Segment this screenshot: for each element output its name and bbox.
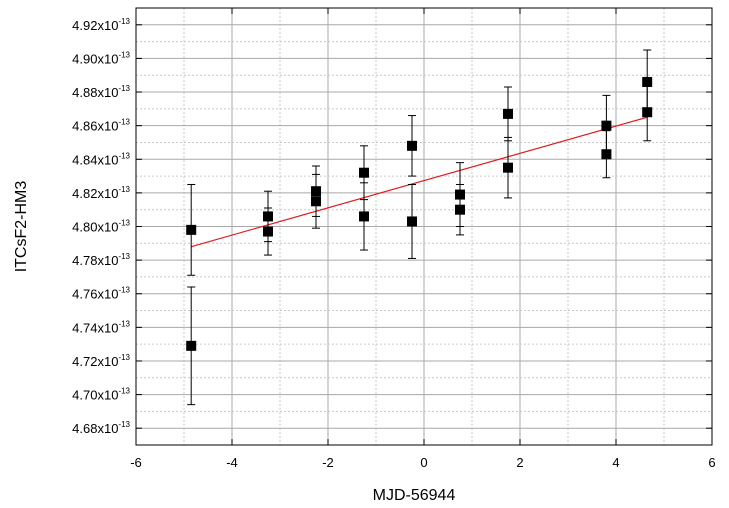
data-point [407, 216, 417, 227]
x-tick-label: 0 [420, 455, 427, 470]
x-axis-title: MJD-56944 [373, 487, 456, 504]
data-point [359, 211, 369, 222]
data-point [642, 76, 653, 87]
y-tick-label: 4.86x10-13 [72, 118, 130, 134]
data-point [186, 340, 197, 351]
x-tick-label: -2 [322, 455, 334, 470]
data-point [311, 196, 321, 207]
y-tick-label: 4.80x10-13 [72, 219, 130, 235]
data-point [359, 167, 369, 178]
x-tick-label: -4 [226, 455, 238, 470]
data-point [455, 204, 465, 215]
fit-line [191, 116, 648, 248]
y-tick-label: 4.88x10-13 [72, 84, 130, 100]
x-tick-label: 4 [612, 455, 619, 470]
data-point [601, 120, 612, 131]
data-point [407, 140, 417, 151]
data-point [263, 226, 273, 237]
fit-line-group [191, 116, 648, 248]
data-point [455, 189, 465, 200]
data-point [263, 211, 273, 222]
y-tick-label: 4.74x10-13 [72, 319, 130, 335]
data-point [311, 186, 321, 197]
data-point [601, 149, 612, 160]
y-tick-label: 4.76x10-13 [72, 286, 130, 302]
data-point [642, 107, 653, 118]
x-axis-ticks: -6 -4 -2 0 2 4 6 [130, 8, 716, 470]
y-tick-label: 4.84x10-13 [72, 151, 130, 167]
y-axis-ticks: 4.68x10-13 4.70x10-13 4.72x10-13 4.74x10-13… [72, 17, 712, 436]
x-tick-label: 6 [708, 455, 715, 470]
y-tick-label: 4.82x10-13 [72, 185, 130, 201]
data-points [186, 76, 653, 351]
x-tick-label: -6 [130, 455, 142, 470]
y-tick-label: 4.90x10-13 [72, 50, 130, 66]
data-point [186, 224, 197, 235]
y-tick-label: 4.70x10-13 [72, 387, 130, 403]
y-tick-label: 4.92x10-13 [72, 17, 130, 33]
data-point [503, 108, 513, 119]
y-tick-label: 4.68x10-13 [72, 420, 130, 436]
x-tick-label: 2 [516, 455, 523, 470]
y-tick-label: 4.72x10-13 [72, 353, 130, 369]
y-axis-title: ITCsF2-HM3 [13, 181, 30, 273]
data-point [503, 162, 513, 173]
y-tick-label: 4.78x10-13 [72, 252, 130, 268]
